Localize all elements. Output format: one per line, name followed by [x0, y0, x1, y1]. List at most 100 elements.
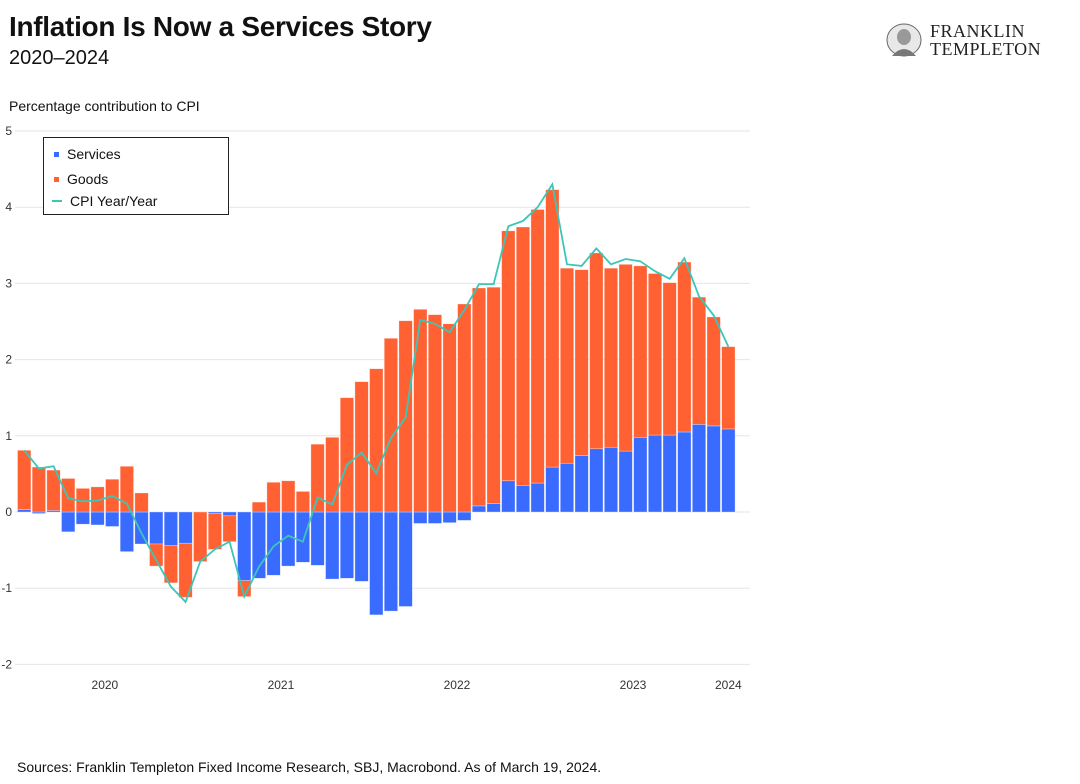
- goods-bar: [134, 492, 149, 513]
- logo-line-1: FRANKLIN: [930, 21, 1026, 41]
- y-tick-label: 5: [5, 124, 12, 138]
- services-bar: [501, 480, 516, 513]
- services-bar: [530, 482, 545, 513]
- services-bar: [369, 511, 384, 616]
- services-bar: [383, 511, 398, 612]
- services-bar: [603, 446, 618, 513]
- legend-item-services: Services: [54, 146, 121, 162]
- cpi-swatch: [52, 200, 62, 202]
- services-bar: [119, 511, 134, 552]
- y-tick-label: 0: [5, 505, 12, 519]
- goods-bar: [31, 466, 46, 513]
- y-tick-label: 3: [5, 276, 12, 290]
- services-bar: [662, 434, 677, 513]
- page-subtitle: 2020–2024: [9, 47, 110, 69]
- goods-bar: [442, 323, 457, 513]
- goods-bar: [633, 265, 648, 438]
- services-bar: [677, 431, 692, 513]
- services-bar: [486, 503, 501, 513]
- y-tick-label: 4: [5, 200, 12, 214]
- goods-bar: [677, 261, 692, 433]
- goods-bar: [721, 346, 736, 430]
- goods-bar: [530, 209, 545, 484]
- goods-bar: [222, 515, 237, 543]
- logo-text: FRANKLIN TEMPLETON: [930, 22, 1041, 58]
- services-bar: [310, 511, 325, 566]
- legend-label: CPI Year/Year: [70, 193, 158, 209]
- services-bar: [574, 455, 589, 513]
- services-bar: [589, 448, 604, 513]
- services-bar: [134, 511, 149, 545]
- services-bar: [17, 509, 32, 513]
- goods-bar: [90, 486, 105, 513]
- y-tick-label: 2: [5, 353, 12, 367]
- services-bar: [237, 511, 252, 581]
- logo-line-2: TEMPLETON: [930, 39, 1042, 59]
- services-bar: [90, 511, 105, 526]
- goods-bar: [17, 449, 32, 511]
- goods-bar: [119, 465, 134, 513]
- services-bar: [295, 511, 310, 563]
- services-bar: [178, 511, 193, 544]
- goods-bar: [662, 282, 677, 436]
- y-tick-label: -1: [1, 581, 12, 595]
- services-swatch: [54, 151, 59, 157]
- services-bar: [163, 511, 178, 546]
- portrait-icon: [886, 23, 922, 57]
- goods-bar: [149, 543, 164, 567]
- services-bar: [339, 511, 354, 579]
- goods-bar: [501, 230, 516, 482]
- services-bar: [721, 428, 736, 513]
- services-bar: [61, 511, 76, 533]
- services-bar: [413, 511, 428, 524]
- x-tick-label: 2024: [715, 678, 742, 692]
- goods-bar: [61, 478, 76, 513]
- goods-bar: [369, 368, 384, 513]
- goods-bar: [559, 267, 574, 464]
- legend-item-goods: Goods: [54, 171, 108, 187]
- legend-label: Services: [67, 146, 121, 162]
- goods-bar: [383, 337, 398, 513]
- services-bar: [633, 437, 648, 513]
- legend-item-cpi: CPI Year/Year: [52, 193, 157, 209]
- goods-bar: [266, 481, 281, 513]
- x-tick-label: 2023: [620, 678, 647, 692]
- cpi-line: [23, 181, 730, 604]
- goods-bar: [471, 287, 486, 507]
- x-tick-label: 2021: [268, 678, 295, 692]
- source-note: Sources: Franklin Templeton Fixed Income…: [17, 759, 602, 775]
- goods-bar: [427, 314, 442, 513]
- goods-bar: [589, 252, 604, 450]
- x-tick-label: 2022: [444, 678, 471, 692]
- services-bar: [692, 424, 707, 513]
- goods-bar: [46, 469, 61, 511]
- services-bar: [559, 462, 574, 513]
- goods-bar: [413, 309, 428, 513]
- goods-bar: [354, 381, 369, 513]
- goods-bar: [618, 264, 633, 452]
- services-bar: [515, 485, 530, 513]
- services-bar: [442, 511, 457, 523]
- services-bar: [648, 434, 663, 513]
- services-bar: [105, 511, 120, 527]
- page-title: Inflation Is Now a Services Story: [9, 11, 432, 42]
- goods-bar: [193, 511, 208, 562]
- goods-bar: [339, 397, 354, 513]
- services-bar: [706, 425, 721, 513]
- legend-label: Goods: [67, 171, 109, 187]
- goods-bar: [457, 303, 472, 513]
- chart-legend: Services Goods CPI Year/Year: [43, 137, 229, 215]
- y-tick-label: -2: [1, 657, 12, 671]
- goods-bar: [692, 296, 707, 425]
- goods-bar: [178, 542, 193, 598]
- goods-bar: [251, 501, 266, 513]
- services-bar: [471, 505, 486, 513]
- goods-bar: [310, 443, 325, 513]
- goods-bar: [163, 545, 178, 584]
- services-bar: [398, 511, 413, 607]
- services-bar: [618, 450, 633, 513]
- y-tick-label: 1: [5, 429, 12, 443]
- goods-bar: [603, 267, 618, 448]
- goods-bar: [325, 437, 340, 513]
